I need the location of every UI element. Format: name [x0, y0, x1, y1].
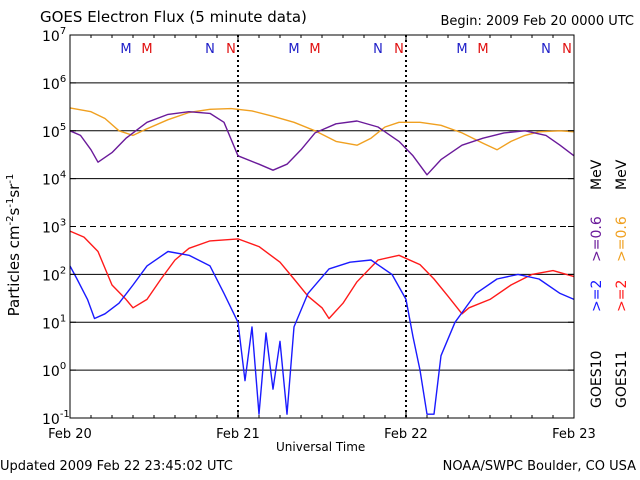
y-axis-ticks: 10-1 100 101 102 103 104 105 106 107	[42, 26, 574, 428]
series-line	[69, 250, 575, 415]
local-time-marker: N	[373, 42, 383, 57]
local-time-marker: N	[562, 42, 572, 57]
legend: GOES10 >=2 >=0.6 MeV GOES11 >=2 >=0.6 MeV	[589, 159, 630, 408]
updated-timestamp: Updated 2009 Feb 22 23:45:02 UTC	[0, 459, 233, 474]
local-time-marker: M	[477, 42, 488, 57]
x-tick-label: Feb 23	[552, 427, 596, 442]
y-tick-label: 101	[42, 313, 66, 332]
legend-energy: >=0.6	[614, 216, 630, 262]
local-time-marker: M	[141, 42, 152, 57]
y-axis-label: Particles cm-2s-1sr-1	[5, 173, 23, 317]
local-time-marker: M	[309, 42, 320, 57]
local-time-marker: N	[226, 42, 236, 57]
y-tick-label: 102	[42, 265, 66, 284]
series-line	[69, 230, 575, 320]
begin-time: Begin: 2009 Feb 20 0000 UTC	[440, 14, 634, 29]
series-line	[69, 107, 575, 151]
y-tick-label: 104	[42, 170, 66, 189]
local-time-marker: M	[120, 42, 131, 57]
legend-energy: >=0.6	[589, 216, 605, 262]
x-axis-ticks: Feb 20 Feb 21 Feb 22 Feb 23	[48, 35, 596, 442]
y-tick-label: 103	[42, 218, 66, 237]
local-time-marker: M	[456, 42, 467, 57]
credit: NOAA/SWPC Boulder, CO USA	[442, 459, 636, 474]
legend-satellite: GOES11	[614, 351, 630, 408]
x-axis-label: Universal Time	[276, 440, 366, 454]
x-tick-label: Feb 20	[48, 427, 92, 442]
series-layer	[69, 107, 575, 415]
legend-unit: MeV	[589, 159, 605, 190]
local-time-marker: M	[288, 42, 299, 57]
grid-lines	[70, 82, 574, 371]
y-tick-label: 106	[42, 74, 66, 93]
y-tick-label: 105	[42, 122, 66, 141]
local-time-marker: N	[541, 42, 551, 57]
y-tick-label: 107	[42, 26, 66, 45]
x-tick-label: Feb 22	[384, 427, 428, 442]
legend-energy: >=2	[589, 280, 605, 312]
day-boundary-lines	[237, 35, 407, 418]
legend-satellite: GOES10	[589, 351, 605, 408]
y-tick-label: 10-1	[42, 409, 70, 428]
local-time-markers: M M MM M MN N NN N N	[120, 42, 571, 57]
local-time-marker: N	[394, 42, 404, 57]
chart-title: GOES Electron Flux (5 minute data)	[40, 8, 307, 26]
legend-energy: >=2	[614, 280, 630, 312]
local-time-marker: N	[205, 42, 215, 57]
legend-unit: MeV	[614, 159, 630, 190]
y-tick-label: 100	[42, 361, 66, 380]
series-line	[69, 111, 575, 176]
x-tick-label: Feb 21	[216, 427, 260, 442]
